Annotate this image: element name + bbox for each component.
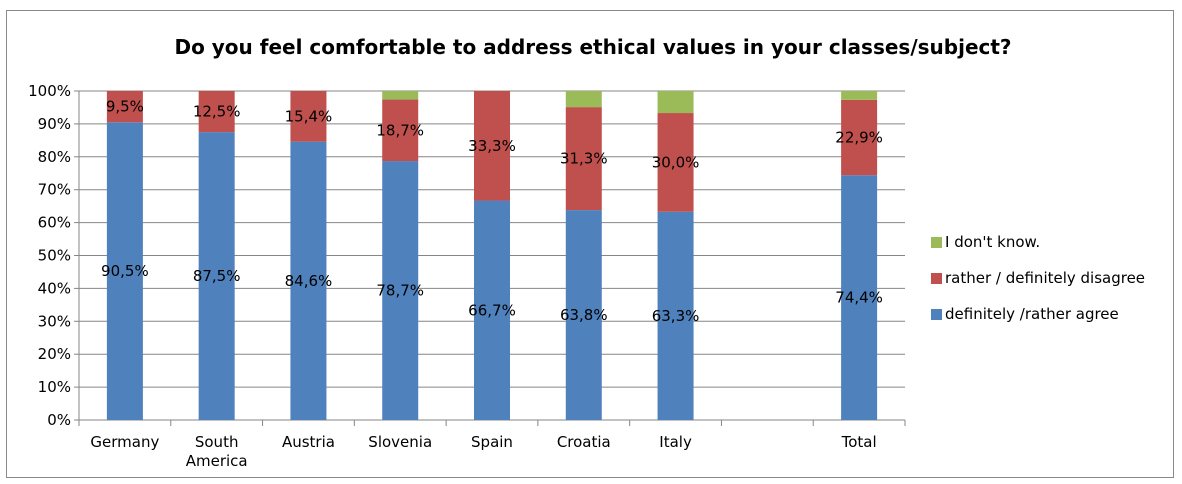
- bar-segment: [565, 210, 602, 420]
- x-tick-label: Slovenia: [368, 433, 432, 451]
- bar-segment: [290, 141, 327, 420]
- data-label: 31,3%: [560, 150, 608, 168]
- bar-segment: [106, 91, 143, 123]
- x-tick-label: Total: [841, 433, 877, 451]
- x-tick-label: Austria: [282, 433, 335, 451]
- x-tick-label: Spain: [471, 433, 513, 451]
- legend-swatch: [931, 309, 942, 320]
- data-label: 9,5%: [106, 98, 144, 116]
- bar-segment: [657, 211, 694, 420]
- chart-title: Do you feel comfortable to address ethic…: [174, 35, 1011, 59]
- data-label: 90,5%: [101, 262, 149, 280]
- data-label: 84,6%: [285, 272, 333, 290]
- bar-segment: [198, 132, 235, 420]
- y-tick-label: 40%: [38, 279, 71, 297]
- y-tick-label: 20%: [38, 345, 71, 363]
- data-labels: 90,5% 9,5% 87,5% 12,5% 84,6% 15,4% 78,7% 18,7% 6…: [101, 98, 883, 325]
- bar-segment: [382, 91, 419, 100]
- bar-segment: [106, 122, 143, 420]
- y-tick-label: 10%: [38, 378, 71, 396]
- bar-segment: [841, 91, 878, 100]
- y-tick-label: 90%: [38, 115, 71, 133]
- legend-label: I don't know.: [945, 233, 1040, 251]
- bar-segment: [565, 91, 602, 108]
- bar-segment: [841, 99, 878, 176]
- data-label: 78,7%: [376, 282, 424, 300]
- bar-segment: [198, 91, 235, 133]
- stacked-bar-chart: Do you feel comfortable to address ethic…: [28, 35, 1145, 470]
- data-label: 18,7%: [376, 121, 424, 139]
- y-tick-label: 50%: [38, 247, 71, 265]
- bar-segment: [474, 200, 510, 420]
- data-label: 12,5%: [193, 103, 241, 121]
- data-label: 63,3%: [652, 307, 700, 325]
- data-label: 22,9%: [835, 129, 883, 147]
- data-label: 66,7%: [468, 301, 516, 319]
- chart-frame: Do you feel comfortable to address ethic…: [6, 10, 1174, 478]
- bar-segment: [382, 99, 419, 162]
- y-tick-label: 70%: [38, 181, 71, 199]
- bar-segment: [382, 161, 419, 420]
- bar-segment: [841, 175, 878, 420]
- data-label: 63,8%: [560, 306, 608, 324]
- x-tick-label: Croatia: [557, 433, 611, 451]
- legend-label: definitely /rather agree: [945, 305, 1119, 323]
- bar-segment: [474, 91, 510, 201]
- axes: 0% 10% 20% 30% 40% 50% 60% 70% 80% 90% 100% Germany…: [28, 82, 906, 470]
- legend-swatch: [931, 273, 942, 284]
- legend-swatch: [931, 237, 942, 248]
- y-tick-label: 60%: [38, 214, 71, 232]
- data-label: 87,5%: [193, 267, 241, 285]
- y-tick-label: 80%: [38, 148, 71, 166]
- bar-segment: [657, 91, 694, 114]
- bar-segment: [657, 113, 694, 212]
- y-tick-label: 100%: [28, 82, 71, 100]
- data-label: 15,4%: [285, 107, 333, 125]
- x-tick-label: America: [186, 452, 248, 470]
- legend-label: rather / definitely disagree: [945, 269, 1145, 287]
- x-tick-label: South: [195, 433, 239, 451]
- x-tick-label: Italy: [659, 433, 692, 451]
- y-tick-label: 30%: [38, 312, 71, 330]
- y-tick-label: 0%: [47, 411, 71, 429]
- data-label: 33,3%: [468, 137, 516, 155]
- x-tick-label: Germany: [90, 433, 159, 451]
- bar-segment: [290, 91, 327, 142]
- legend: I don't know. rather / definitely disagre…: [931, 233, 1145, 323]
- data-label: 30,0%: [652, 153, 700, 171]
- data-label: 74,4%: [835, 289, 883, 307]
- bar-segment: [565, 107, 602, 211]
- bars: [106, 91, 878, 420]
